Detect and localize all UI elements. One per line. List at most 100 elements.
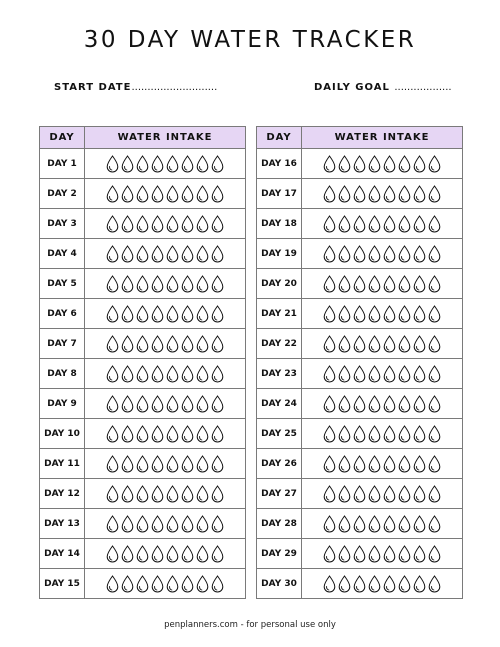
water-drop-icon[interactable] <box>121 575 134 593</box>
water-drop-icon[interactable] <box>398 485 411 503</box>
water-drop-icon[interactable] <box>121 215 134 233</box>
water-drop-icon[interactable] <box>368 155 381 173</box>
water-drop-icon[interactable] <box>338 155 351 173</box>
water-drop-icon[interactable] <box>368 485 381 503</box>
water-drop-icon[interactable] <box>211 395 224 413</box>
water-drop-icon[interactable] <box>353 155 366 173</box>
water-drop-icon[interactable] <box>368 275 381 293</box>
start-date-line[interactable]: ........................... <box>131 82 218 93</box>
water-drop-icon[interactable] <box>211 245 224 263</box>
water-drop-icon[interactable] <box>383 245 396 263</box>
water-drop-icon[interactable] <box>151 515 164 533</box>
water-drop-icon[interactable] <box>106 335 119 353</box>
water-drop-icon[interactable] <box>428 545 441 563</box>
water-drop-icon[interactable] <box>181 575 194 593</box>
water-drop-icon[interactable] <box>166 215 179 233</box>
water-drop-icon[interactable] <box>196 305 209 323</box>
water-drop-icon[interactable] <box>428 455 441 473</box>
water-drop-icon[interactable] <box>428 335 441 353</box>
water-drop-icon[interactable] <box>136 215 149 233</box>
water-drop-icon[interactable] <box>181 365 194 383</box>
water-drop-icon[interactable] <box>196 215 209 233</box>
water-drop-icon[interactable] <box>413 245 426 263</box>
water-drop-icon[interactable] <box>196 275 209 293</box>
water-drop-icon[interactable] <box>338 425 351 443</box>
water-drop-icon[interactable] <box>121 365 134 383</box>
water-drop-icon[interactable] <box>136 305 149 323</box>
water-drop-icon[interactable] <box>353 545 366 563</box>
water-drop-icon[interactable] <box>166 275 179 293</box>
water-drop-icon[interactable] <box>398 305 411 323</box>
water-drop-icon[interactable] <box>181 215 194 233</box>
water-drop-icon[interactable] <box>413 395 426 413</box>
water-drop-icon[interactable] <box>196 395 209 413</box>
water-drop-icon[interactable] <box>398 365 411 383</box>
water-drop-icon[interactable] <box>106 515 119 533</box>
water-drop-icon[interactable] <box>181 545 194 563</box>
water-drop-icon[interactable] <box>413 335 426 353</box>
water-drop-icon[interactable] <box>151 575 164 593</box>
water-drop-icon[interactable] <box>413 545 426 563</box>
water-drop-icon[interactable] <box>368 515 381 533</box>
water-drop-icon[interactable] <box>121 155 134 173</box>
water-drop-icon[interactable] <box>353 215 366 233</box>
water-drop-icon[interactable] <box>323 575 336 593</box>
water-drop-icon[interactable] <box>353 335 366 353</box>
water-drop-icon[interactable] <box>338 185 351 203</box>
water-drop-icon[interactable] <box>398 455 411 473</box>
water-drop-icon[interactable] <box>136 455 149 473</box>
water-drop-icon[interactable] <box>323 545 336 563</box>
water-drop-icon[interactable] <box>166 365 179 383</box>
water-drop-icon[interactable] <box>196 455 209 473</box>
water-drop-icon[interactable] <box>398 545 411 563</box>
water-drop-icon[interactable] <box>166 305 179 323</box>
water-drop-icon[interactable] <box>383 515 396 533</box>
water-drop-icon[interactable] <box>428 215 441 233</box>
water-drop-icon[interactable] <box>151 485 164 503</box>
water-drop-icon[interactable] <box>353 575 366 593</box>
water-drop-icon[interactable] <box>398 515 411 533</box>
water-drop-icon[interactable] <box>338 215 351 233</box>
water-drop-icon[interactable] <box>121 425 134 443</box>
water-drop-icon[interactable] <box>368 425 381 443</box>
water-drop-icon[interactable] <box>383 335 396 353</box>
water-drop-icon[interactable] <box>368 305 381 323</box>
water-drop-icon[interactable] <box>323 185 336 203</box>
water-drop-icon[interactable] <box>368 245 381 263</box>
water-drop-icon[interactable] <box>383 215 396 233</box>
water-drop-icon[interactable] <box>338 515 351 533</box>
water-drop-icon[interactable] <box>121 395 134 413</box>
water-drop-icon[interactable] <box>196 485 209 503</box>
water-drop-icon[interactable] <box>106 275 119 293</box>
water-drop-icon[interactable] <box>106 215 119 233</box>
water-drop-icon[interactable] <box>106 155 119 173</box>
water-drop-icon[interactable] <box>413 365 426 383</box>
water-drop-icon[interactable] <box>136 245 149 263</box>
water-drop-icon[interactable] <box>368 455 381 473</box>
water-drop-icon[interactable] <box>181 455 194 473</box>
water-drop-icon[interactable] <box>428 395 441 413</box>
water-drop-icon[interactable] <box>151 215 164 233</box>
water-drop-icon[interactable] <box>166 155 179 173</box>
water-drop-icon[interactable] <box>428 575 441 593</box>
water-drop-icon[interactable] <box>211 365 224 383</box>
water-drop-icon[interactable] <box>211 305 224 323</box>
water-drop-icon[interactable] <box>398 335 411 353</box>
water-drop-icon[interactable] <box>181 395 194 413</box>
water-drop-icon[interactable] <box>106 395 119 413</box>
water-drop-icon[interactable] <box>106 455 119 473</box>
water-drop-icon[interactable] <box>211 425 224 443</box>
water-drop-icon[interactable] <box>323 365 336 383</box>
water-drop-icon[interactable] <box>136 515 149 533</box>
water-drop-icon[interactable] <box>353 485 366 503</box>
water-drop-icon[interactable] <box>196 545 209 563</box>
water-drop-icon[interactable] <box>323 485 336 503</box>
water-drop-icon[interactable] <box>181 305 194 323</box>
water-drop-icon[interactable] <box>151 545 164 563</box>
water-drop-icon[interactable] <box>211 455 224 473</box>
water-drop-icon[interactable] <box>383 305 396 323</box>
water-drop-icon[interactable] <box>428 155 441 173</box>
water-drop-icon[interactable] <box>368 575 381 593</box>
water-drop-icon[interactable] <box>338 455 351 473</box>
water-drop-icon[interactable] <box>151 425 164 443</box>
